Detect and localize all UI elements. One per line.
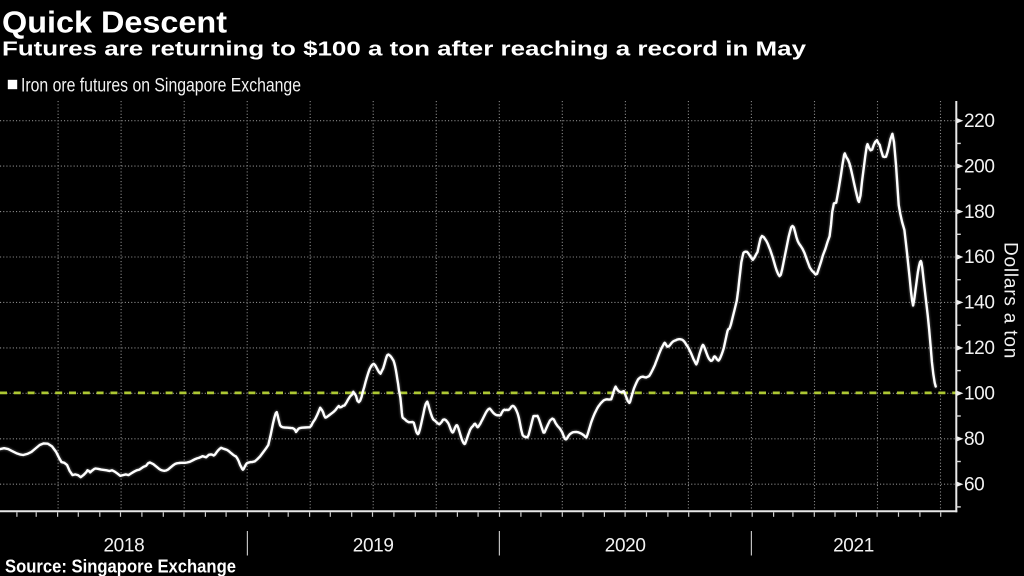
svg-text:2018: 2018 bbox=[103, 536, 144, 557]
svg-text:180: 180 bbox=[964, 202, 995, 223]
svg-text:120: 120 bbox=[964, 338, 995, 359]
svg-text:200: 200 bbox=[964, 156, 995, 177]
svg-text:160: 160 bbox=[964, 247, 995, 268]
svg-text:140: 140 bbox=[964, 293, 995, 314]
svg-text:220: 220 bbox=[964, 111, 995, 132]
svg-text:Quick Descent: Quick Descent bbox=[2, 5, 227, 40]
svg-text:100: 100 bbox=[964, 384, 995, 405]
svg-text:60: 60 bbox=[964, 474, 984, 495]
svg-text:2019: 2019 bbox=[353, 536, 394, 557]
svg-text:Iron ore futures on Singapore: Iron ore futures on Singapore Exchange bbox=[21, 75, 301, 96]
svg-text:Futures are returning to $100: Futures are returning to $100 a ton afte… bbox=[2, 39, 807, 61]
svg-text:2021: 2021 bbox=[833, 536, 874, 557]
svg-text:80: 80 bbox=[964, 429, 984, 450]
svg-text:Source: Singapore Exchange: Source: Singapore Exchange bbox=[5, 556, 236, 576]
svg-text:2020: 2020 bbox=[605, 536, 646, 557]
svg-text:Dollars a ton: Dollars a ton bbox=[1000, 242, 1021, 359]
